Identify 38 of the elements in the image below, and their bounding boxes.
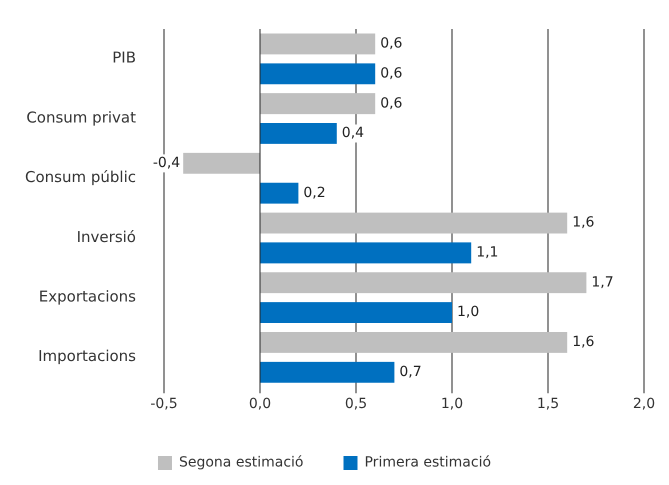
- y-tick-label: Inversió: [76, 228, 136, 246]
- y-tick-label: Importacions: [38, 347, 136, 366]
- data-label: -0,4: [152, 154, 180, 171]
- x-tick-label: -0,5: [150, 396, 178, 412]
- bar: [260, 33, 376, 54]
- data-label: 0,7: [399, 364, 422, 380]
- bar: [260, 332, 568, 353]
- x-tick-label: 0,5: [344, 396, 368, 412]
- data-label: 1,0: [456, 304, 480, 320]
- data-label: 0,6: [380, 65, 403, 82]
- data-label: 0,4: [342, 125, 364, 142]
- bar: [260, 302, 452, 324]
- x-tick-label: 1,5: [536, 396, 560, 412]
- data-label: 1,1: [476, 244, 498, 261]
- data-label: 1,7: [591, 274, 614, 290]
- data-label: 1,6: [572, 334, 595, 350]
- data-label: 0,6: [380, 36, 403, 52]
- data-label: 1,6: [572, 214, 595, 231]
- bar: [260, 242, 472, 264]
- y-tick-label: PIB: [112, 48, 136, 67]
- y-tick-label: Consum públic: [24, 168, 136, 186]
- x-tick-label: 2,0: [632, 396, 656, 412]
- legend-label: Segona estimació: [178, 454, 304, 471]
- bar: [260, 123, 337, 144]
- bar: [260, 182, 298, 204]
- bar: [260, 212, 568, 234]
- bar: [260, 63, 376, 84]
- data-label: 0,2: [303, 184, 326, 201]
- y-tick-label: Exportacions: [38, 288, 136, 306]
- data-label: 0,6: [380, 95, 403, 112]
- bar: [260, 93, 376, 114]
- bar: [183, 152, 260, 174]
- bar: [260, 362, 394, 383]
- y-tick-label: Consum privat: [26, 108, 136, 126]
- x-tick-label: 0,0: [248, 396, 272, 412]
- x-tick-label: 1,0: [440, 396, 464, 412]
- bar: [260, 272, 586, 294]
- legend-label: Primera estimació: [364, 454, 492, 471]
